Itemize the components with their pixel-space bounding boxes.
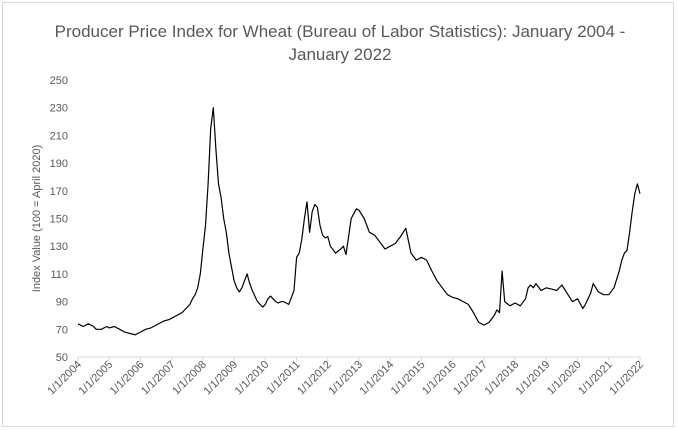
y-tick-label: 130 <box>50 241 68 253</box>
y-tick-label: 250 <box>50 75 68 87</box>
y-tick-label: 190 <box>50 158 68 170</box>
y-tick-label: 170 <box>50 186 68 198</box>
y-tick-label: 90 <box>56 297 68 309</box>
wheat-ppi-series-line <box>77 107 641 336</box>
chart-frame <box>2 2 674 427</box>
y-axis-ticks: 50 70 90 110 130 150 170 190 210 230 250 <box>50 75 68 364</box>
y-tick-label: 210 <box>50 130 68 142</box>
y-tick-label: 150 <box>50 214 68 226</box>
x-tick-label: 1/1/2022 <box>607 359 646 398</box>
y-tick-label: 50 <box>56 352 68 364</box>
x-axis-ticks: 1/1/20041/1/20051/1/20061/1/20071/1/2008… <box>45 357 646 397</box>
y-tick-label: 230 <box>50 103 68 115</box>
y-tick-label: 110 <box>50 269 68 281</box>
y-tick-label: 70 <box>56 324 68 336</box>
x-tick-label: 1/1/2010 <box>233 359 272 398</box>
y-axis-title: Index Value (100 = April 2020) <box>31 145 43 292</box>
chart-title: Producer Price Index for Wheat (Bureau o… <box>54 22 626 64</box>
